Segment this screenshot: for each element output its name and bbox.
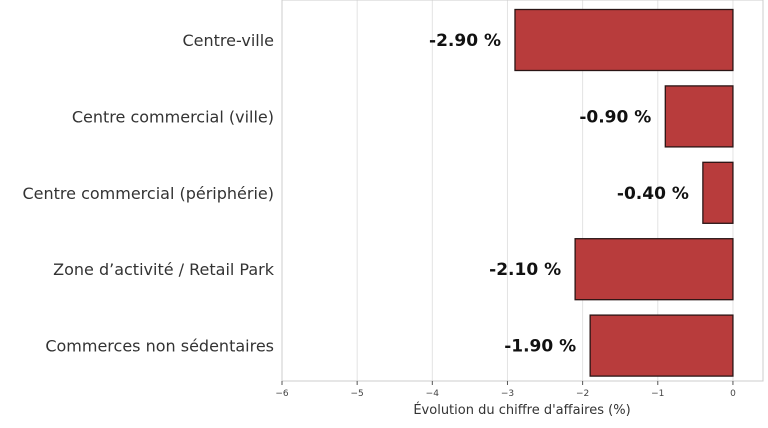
data-label-1: -0.90 % — [579, 107, 651, 127]
x-tick-label-1: −5 — [351, 389, 364, 399]
x-axis-title: Évolution du chiffre d'affaires (%) — [413, 402, 630, 418]
category-label-3: Zone d’activité / Retail Park — [53, 260, 275, 279]
category-label-2: Centre commercial (périphérie) — [22, 184, 274, 203]
bar-2 — [702, 161, 734, 224]
data-labels: -2.90 % -0.90 % -0.40 % -2.10 % -1.90 % — [429, 31, 689, 357]
bar-3 — [574, 238, 734, 301]
plot-frame — [281, 0, 764, 382]
category-label-1: Centre commercial (ville) — [72, 107, 274, 126]
data-label-4: -1.90 % — [504, 337, 576, 357]
x-tick-label-5: −1 — [651, 389, 664, 399]
x-axis-ticks: −6 −5 −4 −3 −2 −1 0 — [275, 381, 736, 399]
bar-4 — [589, 314, 734, 377]
x-tick-label-6: 0 — [730, 389, 736, 399]
data-label-3: -2.10 % — [489, 260, 561, 280]
x-tick-label-0: −6 — [275, 389, 289, 399]
x-tick-label-2: −4 — [426, 389, 440, 399]
x-tick-label-4: −2 — [576, 389, 589, 399]
x-tick-label-3: −3 — [501, 389, 514, 399]
category-label-4: Commerces non sédentaires — [45, 337, 274, 356]
bar-0 — [514, 8, 734, 72]
category-label-0: Centre-ville — [183, 31, 275, 50]
data-label-0: -2.90 % — [429, 31, 501, 51]
data-label-2: -0.40 % — [617, 184, 689, 204]
bar-1 — [664, 85, 734, 148]
category-labels: Centre-ville Centre commercial (ville) Cen… — [22, 31, 274, 356]
bars — [514, 8, 734, 377]
